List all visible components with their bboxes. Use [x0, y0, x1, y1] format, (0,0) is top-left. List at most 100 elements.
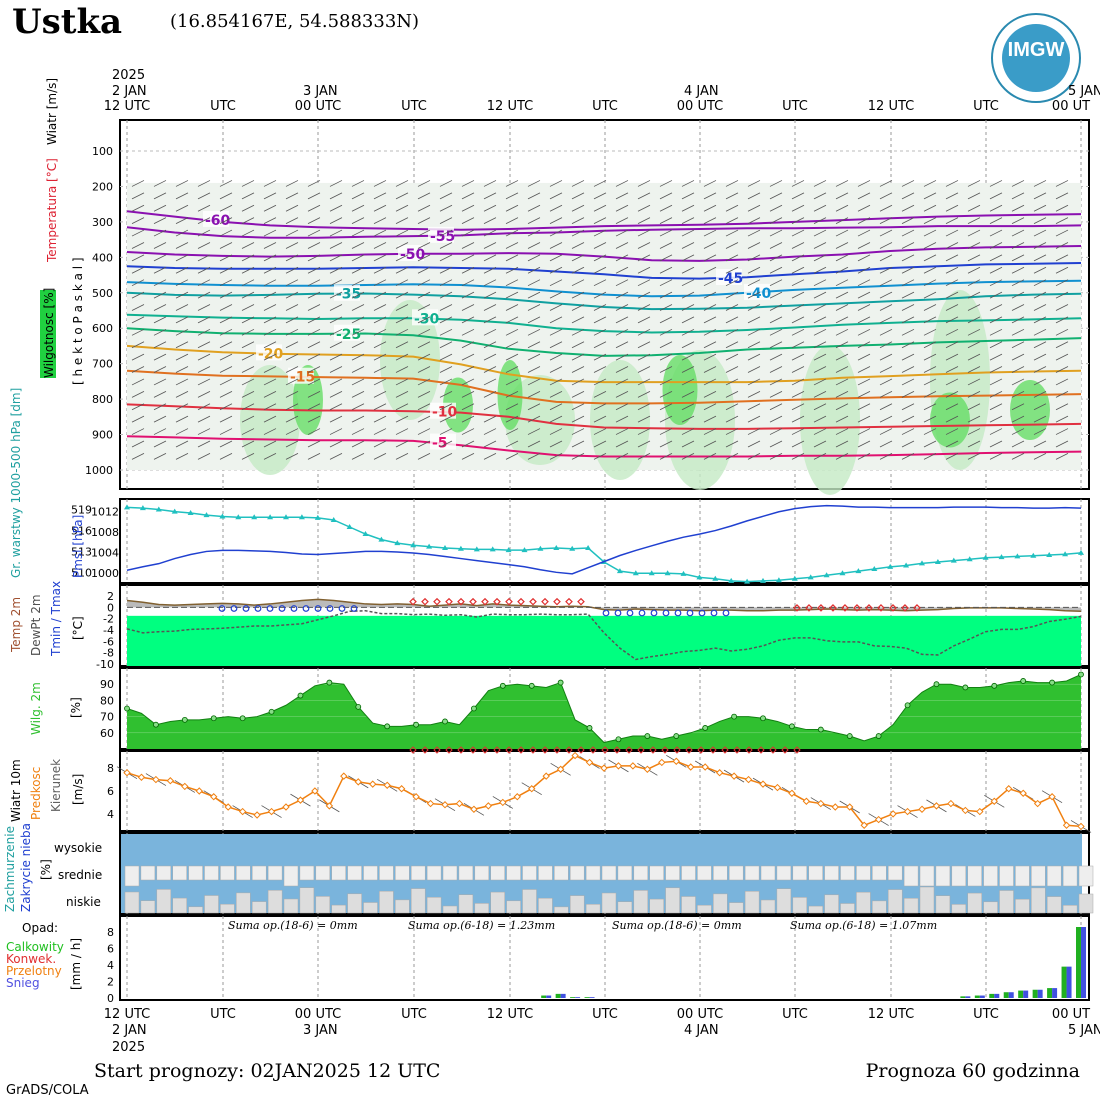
wind-barb: [263, 378, 277, 386]
wind-barb: [263, 328, 277, 336]
cloud-mid-bar: [903, 865, 919, 887]
top-tick-label: 12 UTC: [487, 99, 533, 114]
cloud-mid-bar: [522, 865, 537, 881]
wind-barb: [241, 254, 255, 262]
isotherm-line: [126, 327, 1082, 357]
wind-barb: [659, 316, 673, 324]
humidity-point: [471, 705, 477, 712]
cloud-low-bar: [1031, 887, 1046, 914]
tmax-point: [553, 597, 561, 606]
wind-barb: [219, 291, 233, 299]
wind-speed-point: [253, 811, 261, 819]
wind-barb: [307, 316, 321, 324]
cloud-mid-bar: [1078, 865, 1094, 887]
wind-speed-point: [470, 805, 478, 813]
wind-barb: [175, 229, 189, 237]
wind-barb: [703, 291, 717, 299]
wind-barb: [175, 291, 189, 299]
wind-barb: [725, 328, 739, 336]
wind-barb: [593, 366, 607, 373]
wind-barb: [197, 279, 211, 287]
wind-barb: [637, 279, 651, 287]
wind-barb: [769, 428, 783, 435]
cloud-low-bar: [760, 899, 776, 914]
wind-barb: [637, 291, 651, 299]
wind-barb: [483, 229, 497, 237]
label-przelotny: Przelotny: [6, 964, 62, 978]
wind-barb: [615, 453, 629, 460]
wind-barb: [857, 304, 871, 311]
tmax-point: [853, 604, 861, 612]
wind-barb: [681, 316, 695, 324]
wind-barb: [153, 229, 167, 237]
suma-3: Suma op.(18-6) = 0mm: [612, 919, 742, 932]
wind-barb: [747, 403, 761, 411]
cloud-low-bar: [935, 895, 951, 914]
wind-barb: [703, 180, 717, 187]
wind-barb: [483, 415, 497, 423]
cloud-mid-bar: [649, 865, 664, 881]
precip-marker: [517, 746, 525, 754]
wind-barb: [681, 403, 695, 411]
cloud-mid-bar: [824, 865, 839, 881]
wind-barb: [813, 217, 827, 225]
cloud-mid-bar: [506, 865, 521, 881]
wind-barb: [1033, 229, 1047, 237]
cloud-low-bar: [887, 889, 903, 914]
wind-barb: [197, 180, 211, 187]
wind-barb: [153, 415, 167, 423]
bottom-tick-label: 00 UTC: [295, 1007, 341, 1022]
wind-barb: [967, 453, 981, 460]
wind-barb: [439, 341, 453, 349]
wind-barb: [637, 415, 651, 423]
wind-barb: [703, 428, 717, 435]
wind-barb: [967, 328, 981, 336]
wind-barb: [681, 192, 695, 200]
wind-barb: [681, 229, 695, 237]
wind-barb: [483, 217, 497, 225]
wind-barb: [857, 403, 871, 411]
wind-barb: [835, 403, 849, 411]
wind-barb: [967, 341, 981, 349]
wind-barb: [637, 390, 651, 398]
wind-barb: [571, 378, 585, 386]
geopot-point: [839, 570, 846, 576]
wind-barb: [461, 316, 475, 324]
wind-barb: [637, 428, 651, 435]
wind-barb: [263, 403, 277, 411]
wind-barb: [813, 229, 827, 237]
wind-barb: [373, 440, 387, 448]
wind-barb: [747, 328, 761, 336]
cloud-low-bar: [236, 892, 251, 914]
wind-barb: [307, 254, 321, 262]
wind-barb: [175, 217, 189, 225]
wind-barb: [527, 279, 541, 287]
wind-barb: [219, 279, 233, 287]
precip-snow-bar: [1037, 989, 1043, 998]
geopot-point: [219, 513, 226, 519]
wind-barb: [153, 440, 167, 448]
wind-speed-point: [224, 803, 232, 811]
wind-barb: [681, 353, 695, 361]
humidity-point: [644, 733, 651, 739]
wind-barb: [813, 378, 827, 386]
wind-barb: [461, 279, 475, 287]
wind-barb: [835, 366, 849, 373]
wind-barb: [945, 453, 959, 460]
wind-barb: [351, 229, 365, 237]
wind-barb: [307, 453, 321, 460]
wind-barb: [615, 316, 629, 324]
wind-barb: [989, 192, 1003, 200]
humid-tick-label: 60: [100, 727, 114, 740]
wind-barb: [373, 378, 387, 386]
pmsl-tick-label: 1012: [91, 506, 119, 519]
wind-barb: [505, 304, 519, 311]
wind-barb: [351, 242, 365, 249]
wind-barb: [549, 403, 563, 411]
wind-barb: [329, 229, 343, 237]
wind-barb: [505, 279, 519, 287]
precip-marker: [409, 746, 417, 754]
wind-speed-point: [643, 765, 652, 773]
wind-barb: [439, 242, 453, 249]
wind-barb: [659, 328, 673, 336]
